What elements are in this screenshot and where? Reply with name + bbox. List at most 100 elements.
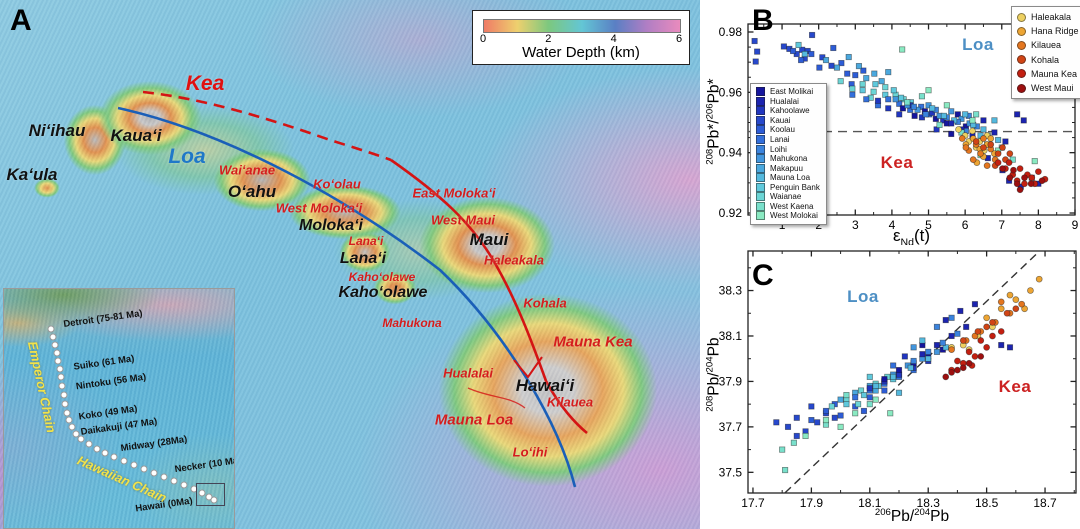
chart-c-x-axis-label: 206Pb/204Pb	[748, 507, 1076, 526]
data-point	[837, 396, 844, 403]
legend-entry-penguin-bank: Penguin Bank	[756, 182, 820, 192]
data-point	[752, 58, 759, 65]
seamount-label-necker-ma-: Necker (10 Ma)	[174, 454, 235, 476]
data-point	[789, 47, 797, 55]
data-point	[830, 44, 837, 52]
data-point	[822, 417, 830, 424]
axis-label-part: Pb/	[705, 372, 723, 396]
map-label-mahukona: Mahukona	[382, 316, 442, 330]
data-point	[849, 85, 856, 92]
data-point	[998, 342, 1005, 349]
data-point	[954, 330, 961, 337]
data-point	[957, 307, 964, 315]
data-point	[983, 323, 990, 331]
data-point	[1012, 296, 1020, 303]
circle-marker-icon	[1017, 12, 1026, 22]
legend-entry-koolau: Koolau	[756, 125, 820, 135]
data-point	[860, 392, 868, 399]
data-point	[1027, 287, 1034, 294]
seamount-dot	[160, 473, 168, 481]
legend-entry-kohala: Kohala	[1017, 53, 1079, 67]
data-point	[925, 355, 932, 362]
chart-b-y-axis-label: 208Pb*/206Pb*	[704, 2, 723, 242]
data-point	[852, 394, 859, 401]
data-point	[929, 105, 936, 112]
legend-label: West Maui	[1031, 83, 1074, 94]
data-point	[925, 348, 932, 355]
series-west-maui	[942, 353, 985, 381]
data-point	[977, 353, 985, 360]
map-label-o-ahu: Oʻahu	[227, 182, 277, 201]
svg-text:18.1: 18.1	[858, 496, 882, 510]
data-point	[1027, 180, 1035, 188]
data-point	[859, 87, 866, 94]
data-point	[754, 48, 761, 55]
svg-text:17.7: 17.7	[741, 496, 765, 510]
data-point	[808, 50, 815, 58]
series-kilauea	[958, 135, 999, 169]
data-point	[983, 162, 991, 169]
map-label-kaua-i: Kauaʻi	[110, 126, 162, 145]
svg-text:7: 7	[998, 218, 1005, 232]
panel-b-letter: B	[752, 4, 774, 37]
data-point	[838, 60, 845, 67]
trend-annotation-loa: Loa	[847, 287, 879, 306]
data-point	[866, 373, 873, 380]
data-point	[779, 446, 786, 453]
axis-label-part: 208	[704, 395, 716, 412]
seamount-dot	[61, 400, 69, 408]
seamount-label-nintoku-ma-: Nintoku (56 Ma)	[75, 371, 147, 393]
map-label-maui: Maui	[469, 230, 509, 249]
data-point	[895, 389, 903, 396]
pb-pb-scatter-panel: 17.7 17.9 18.1 18.3 18.5 18.7 37.5 37.7 37.9 38.1…	[700, 245, 1080, 529]
seamount-dot	[120, 457, 128, 465]
data-point	[1014, 111, 1021, 118]
map-label-kaho-olawe: Kahoʻolawe	[348, 270, 416, 284]
data-point	[942, 317, 949, 324]
seamount-dot	[51, 341, 59, 349]
map-label-west-maui: West Maui	[430, 212, 496, 228]
data-point	[907, 364, 914, 371]
data-point	[962, 144, 970, 151]
data-point	[795, 41, 802, 49]
seamount-dot	[72, 430, 80, 438]
data-point	[971, 301, 978, 308]
legend-label: Loihi	[770, 144, 787, 154]
legend-entry-hana-ridge: Hana Ridge	[1017, 24, 1079, 38]
rift-mark	[513, 356, 543, 379]
data-point	[890, 362, 897, 369]
data-point	[872, 81, 879, 88]
square-marker-icon	[756, 144, 765, 154]
axis-label-part: 206	[874, 507, 891, 518]
data-point	[933, 323, 941, 330]
data-point	[828, 62, 835, 69]
svg-text:37.9: 37.9	[719, 374, 743, 388]
axis-label-part: Pb	[930, 508, 950, 526]
panel-a-letter: A	[10, 4, 32, 37]
map-label-lana-i: Lanaʻi	[348, 234, 384, 248]
seamount-dot	[85, 440, 93, 448]
inset-focus-box	[196, 483, 225, 506]
map-label-west-moloka-i: West Molokaʻi	[275, 200, 363, 216]
seamount-dot	[93, 445, 101, 453]
legend-entry-mauna-kea: Mauna Kea	[1017, 67, 1079, 81]
data-point	[997, 328, 1005, 335]
data-point	[885, 69, 892, 76]
svg-text:8: 8	[1035, 218, 1042, 232]
pb-epsilon-nd-scatter-panel: 1 2 3 4 5 6 7 8 9 0.92 0.94 0.96 0.98 B 208Pb*/206Pb…	[700, 0, 1080, 250]
data-point	[997, 298, 1005, 306]
axis-label-part: Pb*	[705, 78, 723, 104]
data-point	[919, 337, 926, 344]
legend-label: Waianae	[770, 192, 802, 202]
data-point	[1031, 158, 1038, 165]
data-point	[849, 91, 856, 98]
seamount-dot	[54, 357, 62, 365]
series-kahoolawe	[874, 97, 947, 133]
data-point	[1021, 180, 1028, 188]
data-point	[939, 339, 946, 346]
series-east-molikai	[899, 105, 969, 138]
data-point	[1038, 177, 1046, 185]
data-point	[997, 305, 1005, 313]
data-point	[784, 423, 792, 430]
seamount-dot	[65, 416, 73, 424]
